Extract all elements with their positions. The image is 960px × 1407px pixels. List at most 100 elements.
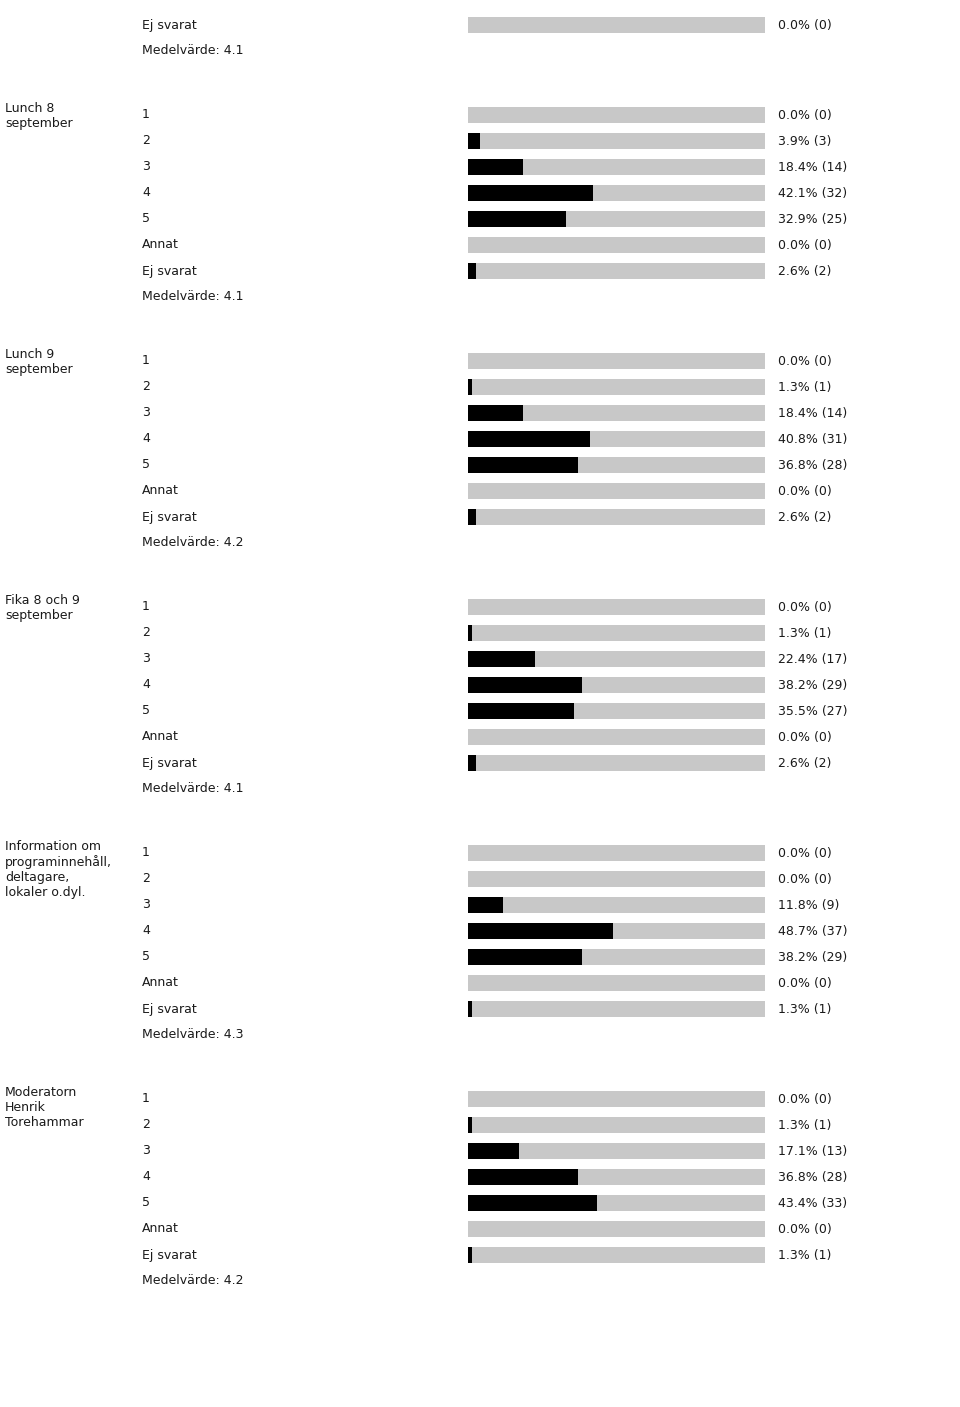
Text: 1.3% (1): 1.3% (1) [778, 1248, 831, 1262]
Text: 2: 2 [142, 872, 150, 885]
Bar [468, 625, 472, 642]
Bar [468, 1000, 765, 1017]
Bar [468, 896, 503, 913]
Text: 0.0% (0): 0.0% (0) [778, 1223, 831, 1235]
Bar [468, 1221, 765, 1237]
Text: Annat: Annat [142, 730, 179, 743]
Text: 36.8% (28): 36.8% (28) [778, 1171, 847, 1183]
Text: Annat: Annat [142, 484, 179, 498]
Bar [468, 1247, 472, 1263]
Bar [468, 1195, 597, 1211]
Text: Information om
programinnehåll,
deltagare,
lokaler o.dyl.: Information om programinnehåll, deltagar… [5, 840, 111, 899]
Bar [468, 17, 765, 32]
Bar [468, 509, 476, 525]
Bar [468, 1117, 472, 1133]
Text: Medelvärde: 4.1: Medelvärde: 4.1 [142, 290, 244, 304]
Bar [468, 132, 480, 149]
Bar [468, 677, 765, 694]
Bar [468, 184, 765, 201]
Text: 4: 4 [142, 187, 150, 200]
Bar [468, 483, 765, 499]
Text: 18.4% (14): 18.4% (14) [778, 160, 847, 173]
Text: 1.3% (1): 1.3% (1) [778, 626, 831, 640]
Text: Ej svarat: Ej svarat [142, 265, 197, 277]
Bar [468, 405, 765, 421]
Text: 3.9% (3): 3.9% (3) [778, 135, 831, 148]
Bar [468, 159, 765, 174]
Bar [468, 353, 765, 369]
Text: Medelvärde: 4.2: Medelvärde: 4.2 [142, 1275, 244, 1287]
Text: Annat: Annat [142, 1223, 179, 1235]
Text: 0.0% (0): 0.0% (0) [778, 355, 831, 367]
Bar [468, 923, 612, 938]
Bar [468, 457, 765, 473]
Bar [468, 704, 574, 719]
Text: Medelvärde: 4.1: Medelvärde: 4.1 [142, 782, 244, 795]
Text: Ej svarat: Ej svarat [142, 1003, 197, 1016]
Bar [468, 871, 765, 886]
Text: 0.0% (0): 0.0% (0) [778, 976, 831, 989]
Text: 40.8% (31): 40.8% (31) [778, 432, 847, 446]
Text: Medelvärde: 4.1: Medelvärde: 4.1 [142, 45, 244, 58]
Text: Medelvärde: 4.3: Medelvärde: 4.3 [142, 1029, 244, 1041]
Text: 5: 5 [142, 951, 150, 964]
Text: 1.3% (1): 1.3% (1) [778, 380, 831, 394]
Bar [468, 236, 765, 253]
Bar [468, 1169, 765, 1185]
Bar [468, 159, 523, 174]
Bar [468, 263, 476, 279]
Text: 1: 1 [142, 355, 150, 367]
Text: 32.9% (25): 32.9% (25) [778, 212, 847, 225]
Text: 43.4% (33): 43.4% (33) [778, 1196, 847, 1210]
Bar [468, 756, 765, 771]
Text: 1: 1 [142, 601, 150, 613]
Bar [468, 677, 582, 694]
Text: 4: 4 [142, 924, 150, 937]
Text: 2: 2 [142, 135, 150, 148]
Bar [468, 923, 765, 938]
Bar [468, 846, 765, 861]
Bar [468, 211, 765, 227]
Bar [468, 211, 566, 227]
Text: 2: 2 [142, 1119, 150, 1131]
Text: Ej svarat: Ej svarat [142, 1248, 197, 1262]
Text: 11.8% (9): 11.8% (9) [778, 899, 839, 912]
Text: Lunch 9
september: Lunch 9 september [5, 348, 72, 376]
Bar [468, 1142, 765, 1159]
Bar [468, 948, 765, 965]
Text: 3: 3 [142, 1144, 150, 1158]
Text: 2: 2 [142, 626, 150, 640]
Bar [468, 378, 765, 395]
Bar [468, 1195, 765, 1211]
Bar [468, 431, 765, 447]
Text: 0.0% (0): 0.0% (0) [778, 18, 831, 31]
Text: 0.0% (0): 0.0% (0) [778, 239, 831, 252]
Text: Ej svarat: Ej svarat [142, 757, 197, 770]
Text: 4: 4 [142, 678, 150, 691]
Bar [468, 1247, 765, 1263]
Bar [468, 457, 578, 473]
Text: Ej svarat: Ej svarat [142, 511, 197, 523]
Bar [468, 599, 765, 615]
Text: 36.8% (28): 36.8% (28) [778, 459, 847, 471]
Bar [468, 107, 765, 122]
Bar [468, 431, 589, 447]
Bar [468, 1142, 519, 1159]
Text: 1: 1 [142, 1092, 150, 1106]
Text: 17.1% (13): 17.1% (13) [778, 1144, 847, 1158]
Bar [468, 184, 593, 201]
Text: 22.4% (17): 22.4% (17) [778, 653, 847, 666]
Text: 5: 5 [142, 1196, 150, 1210]
Text: Annat: Annat [142, 239, 179, 252]
Bar [468, 378, 472, 395]
Text: 2.6% (2): 2.6% (2) [778, 265, 831, 277]
Bar [468, 756, 476, 771]
Text: 38.2% (29): 38.2% (29) [778, 678, 847, 691]
Bar [468, 896, 765, 913]
Text: 48.7% (37): 48.7% (37) [778, 924, 847, 937]
Bar [468, 1000, 472, 1017]
Bar [468, 263, 765, 279]
Text: 38.2% (29): 38.2% (29) [778, 951, 847, 964]
Bar [468, 948, 582, 965]
Text: 3: 3 [142, 407, 150, 419]
